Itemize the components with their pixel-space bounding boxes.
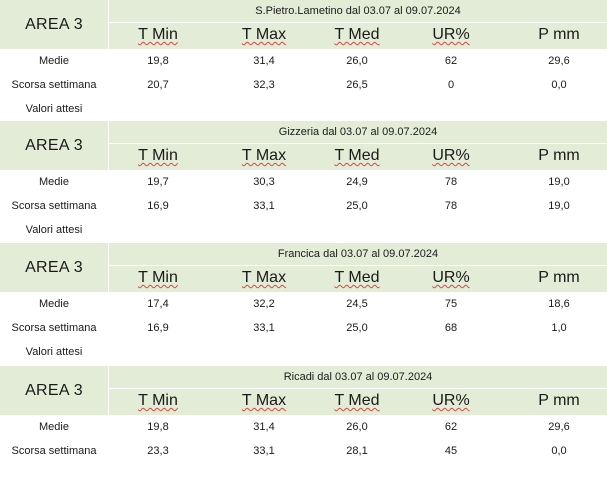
table-cell: 32,3: [253, 79, 275, 91]
column-header: P mm: [538, 269, 580, 286]
table-cell: 32,2: [253, 298, 275, 310]
column-header: P mm: [538, 147, 580, 164]
row-label: Valori attesi: [25, 103, 83, 115]
row-label: Scorsa settimana: [11, 445, 97, 457]
column-header: T Med: [334, 392, 380, 409]
table-cell: 19,0: [548, 200, 570, 212]
row-label: Medie: [39, 55, 69, 67]
table-cell: 24,9: [346, 176, 368, 188]
row-label: Medie: [39, 421, 69, 433]
table-cell: 29,6: [548, 421, 570, 433]
station-block: AREA 3 Gizzeria dal 03.07 al 09.07.2024 T …: [0, 121, 607, 241]
table-cell: 1,0: [551, 322, 567, 334]
table-cell: 78: [444, 200, 458, 212]
column-header-row: T Min T Max T Med UR% P mm: [109, 144, 607, 170]
column-header: T Med: [334, 26, 380, 43]
column-header: T Min: [138, 392, 178, 409]
column-header: T Max: [241, 269, 287, 286]
station-block: AREA 3 Francica dal 03.07 al 09.07.2024 T …: [0, 243, 607, 363]
area-label: AREA 3: [0, 243, 109, 292]
table-cell: 75: [444, 298, 458, 310]
area-label: AREA 3: [0, 0, 109, 49]
table-cell: 0: [447, 79, 455, 91]
table-cell: 25,0: [346, 200, 368, 212]
row-label: Medie: [39, 176, 69, 188]
column-header-row: T Min T Max T Med UR% P mm: [109, 266, 607, 292]
table-cell: 23,3: [147, 445, 169, 457]
column-header: T Max: [241, 147, 287, 164]
table-cell: 19,8: [147, 55, 169, 67]
table-cell: 20,7: [147, 79, 169, 91]
station-title: Gizzeria dal 03.07 al 09.07.2024: [109, 121, 607, 144]
table-cell: 28,1: [346, 445, 368, 457]
table-cell: 16,9: [147, 322, 169, 334]
column-header: UR%: [432, 147, 470, 164]
table-cell: 0,0: [551, 79, 567, 91]
table-cell: 68: [444, 322, 458, 334]
station-block: AREA 3 Ricadi dal 03.07 al 09.07.2024 T Mi…: [0, 366, 607, 486]
column-header: T Min: [138, 147, 178, 164]
table-cell: 19,0: [548, 176, 570, 188]
table-cell: 30,3: [253, 176, 275, 188]
row-label: Medie: [39, 298, 69, 310]
row-label: Valori attesi: [25, 346, 83, 358]
table-cell: 29,6: [548, 55, 570, 67]
column-header: T Med: [334, 269, 380, 286]
table-cell: 19,8: [147, 421, 169, 433]
table-cell: 31,4: [253, 55, 275, 67]
table-cell: 26,0: [346, 421, 368, 433]
column-header: UR%: [432, 392, 470, 409]
table-cell: 62: [444, 55, 458, 67]
column-header: P mm: [538, 26, 580, 43]
column-header: T Min: [138, 26, 178, 43]
station-title: Ricadi dal 03.07 al 09.07.2024: [109, 366, 607, 389]
column-header: T Max: [241, 392, 287, 409]
area-label: AREA 3: [0, 121, 109, 170]
table-cell: 78: [444, 176, 458, 188]
table-cell: 17,4: [147, 298, 169, 310]
table-cell: 0,0: [551, 445, 567, 457]
table-cell: 16,9: [147, 200, 169, 212]
table-cell: 33,1: [253, 445, 275, 457]
row-label: Scorsa settimana: [11, 79, 97, 91]
station-block: AREA 3 S.Pietro.Lametino dal 03.07 al 09.…: [0, 0, 607, 120]
column-header: T Max: [241, 26, 287, 43]
table-cell: 45: [444, 445, 458, 457]
table-cell: 62: [444, 421, 458, 433]
column-header-row: T Min T Max T Med UR% P mm: [109, 23, 607, 49]
table-cell: 18,6: [548, 298, 570, 310]
area-label: AREA 3: [0, 366, 109, 415]
station-title: Francica dal 03.07 al 09.07.2024: [109, 243, 607, 266]
column-header-row: T Min T Max T Med UR% P mm: [109, 389, 607, 415]
table-cell: 31,4: [253, 421, 275, 433]
table-cell: 19,7: [147, 176, 169, 188]
column-header: T Min: [138, 269, 178, 286]
table-cell: 33,1: [253, 200, 275, 212]
column-header: UR%: [432, 269, 470, 286]
table-cell: 25,0: [346, 322, 368, 334]
row-label: Scorsa settimana: [11, 200, 97, 212]
row-label: Valori attesi: [25, 224, 83, 236]
column-header: UR%: [432, 26, 470, 43]
row-label: Scorsa settimana: [11, 322, 97, 334]
table-cell: 26,0: [346, 55, 368, 67]
table-cell: 26,5: [346, 79, 368, 91]
column-header: T Med: [334, 147, 380, 164]
column-header: P mm: [538, 392, 580, 409]
table-cell: 24,5: [346, 298, 368, 310]
station-title: S.Pietro.Lametino dal 03.07 al 09.07.202…: [109, 0, 607, 23]
table-cell: 33,1: [253, 322, 275, 334]
